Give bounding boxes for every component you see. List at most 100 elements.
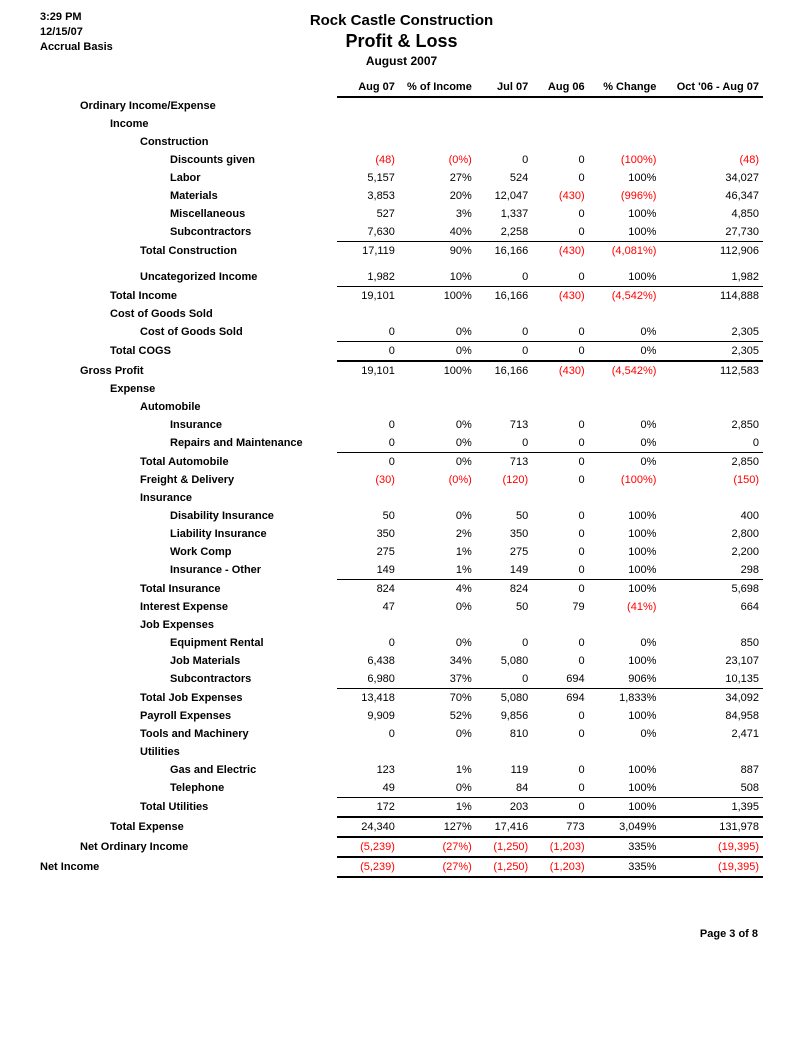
row-value: (430) [532,187,588,205]
row-value: 0% [399,453,476,472]
row-value [337,115,399,133]
row-value: (19,395) [660,857,763,877]
row-value: 0 [532,205,588,223]
row-value [399,305,476,323]
row-value [337,616,399,634]
row-value: 906% [589,670,661,689]
row-value: 17,119 [337,242,399,261]
row-value [337,380,399,398]
report-basis: Accrual Basis [40,40,113,55]
row-value: 0% [589,342,661,362]
row-value [399,380,476,398]
row-value: 0 [532,342,588,362]
row-value: (1,203) [532,857,588,877]
row-value: 24,340 [337,817,399,837]
row-value: 100% [589,707,661,725]
table-row: Cost of Goods Sold00%000%2,305 [40,323,763,342]
row-value: 2,305 [660,323,763,342]
row-value: 0 [532,652,588,670]
row-value [337,398,399,416]
row-label: Gross Profit [40,361,337,380]
row-value [660,97,763,115]
row-label: Total Utilities [40,798,337,818]
row-value [476,743,532,761]
row-value: (0%) [399,151,476,169]
row-value: 664 [660,598,763,616]
row-value: 114,888 [660,287,763,306]
table-row: Total COGS00%000%2,305 [40,342,763,362]
row-value [476,489,532,507]
row-value: 694 [532,670,588,689]
row-value: 19,101 [337,287,399,306]
row-value: 0 [532,580,588,599]
row-value: 100% [589,761,661,779]
row-value [532,380,588,398]
row-value: 100% [589,525,661,543]
row-label: Work Comp [40,543,337,561]
row-value: 34% [399,652,476,670]
row-value: 100% [589,507,661,525]
table-row: Payroll Expenses9,90952%9,8560100%84,958 [40,707,763,725]
row-value: 10,135 [660,670,763,689]
row-label: Insurance [40,489,337,507]
row-value [337,489,399,507]
row-value [476,380,532,398]
row-value [399,616,476,634]
row-value: 52% [399,707,476,725]
row-value: 4% [399,580,476,599]
row-value: (100%) [589,471,661,489]
row-value: 3,049% [589,817,661,837]
row-value: 3% [399,205,476,223]
row-value: 0 [337,725,399,743]
row-label: Liability Insurance [40,525,337,543]
row-value: 112,583 [660,361,763,380]
row-value: 50 [476,598,532,616]
row-value: 0% [399,598,476,616]
row-value [589,133,661,151]
row-value [660,380,763,398]
row-value: 0 [532,525,588,543]
row-value: 203 [476,798,532,818]
row-value: 0% [399,416,476,434]
row-value: (41%) [589,598,661,616]
row-label: Utilities [40,743,337,761]
row-value: 40% [399,223,476,242]
row-value [476,133,532,151]
row-value: 100% [589,798,661,818]
col-header: % of Income [399,78,476,97]
row-label: Automobile [40,398,337,416]
row-value: (4,542%) [589,361,661,380]
row-value: 100% [589,205,661,223]
header-meta: 3:29 PM 12/15/07 Accrual Basis [40,10,113,55]
table-row: Total Insurance8244%8240100%5,698 [40,580,763,599]
row-value: 34,027 [660,169,763,187]
row-label: Net Income [40,857,337,877]
row-value: 0% [399,634,476,652]
row-value: (1,250) [476,837,532,857]
row-value: 27,730 [660,223,763,242]
row-value [476,616,532,634]
row-label: Uncategorized Income [40,268,337,287]
row-value [532,115,588,133]
row-value: (30) [337,471,399,489]
row-value: 6,438 [337,652,399,670]
table-row: Total Job Expenses13,41870%5,0806941,833… [40,689,763,708]
row-value: 0 [532,453,588,472]
row-value: 0 [532,725,588,743]
report-title: Profit & Loss [40,31,763,52]
row-value: 0 [532,779,588,798]
row-label: Labor [40,169,337,187]
row-value: 17,416 [476,817,532,837]
row-value: 100% [589,652,661,670]
row-value: 49 [337,779,399,798]
row-value [532,133,588,151]
row-value [532,97,588,115]
row-value [532,398,588,416]
row-value: 0 [337,323,399,342]
row-value: 0 [337,634,399,652]
row-value: 100% [399,361,476,380]
row-value: 0% [589,453,661,472]
row-value: 1% [399,761,476,779]
report-date: 12/15/07 [40,25,113,40]
row-value: 0 [476,434,532,453]
